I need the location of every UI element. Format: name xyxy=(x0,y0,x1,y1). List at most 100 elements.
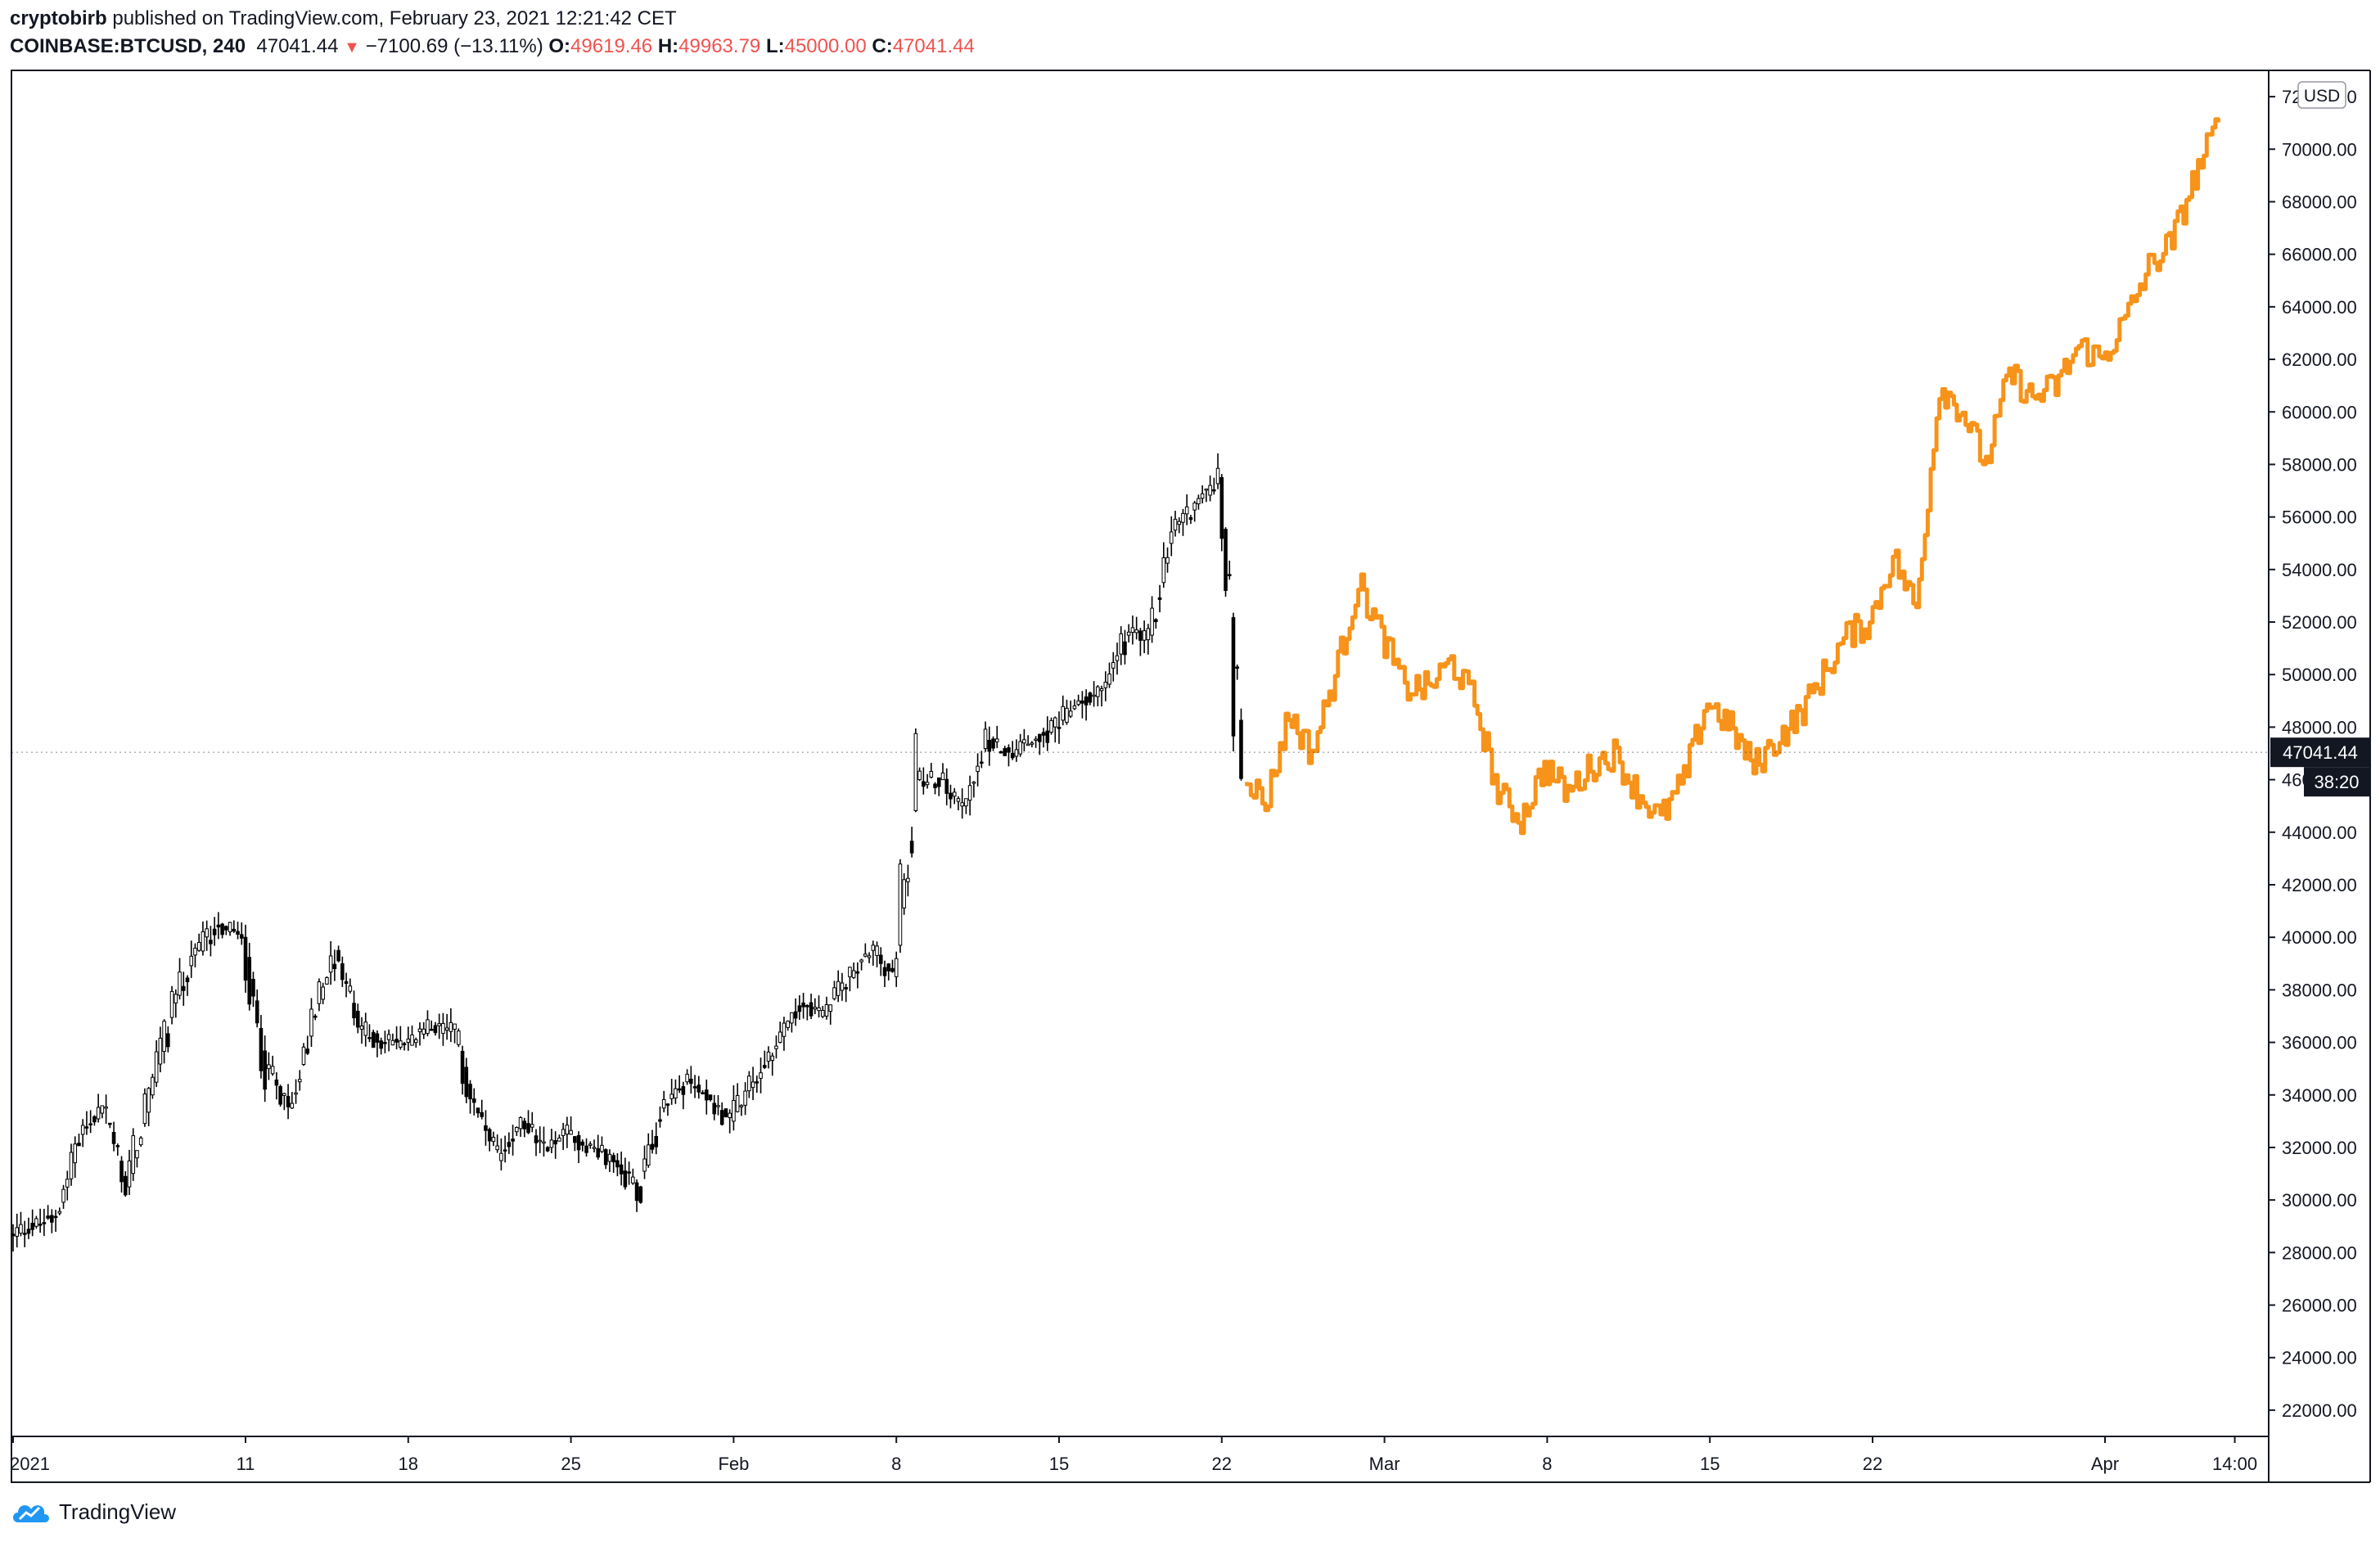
y-tick-label: 24000.00 xyxy=(2282,1348,2357,1368)
candle-body xyxy=(282,1093,286,1096)
candle-body xyxy=(991,738,995,749)
x-tick-label: 11 xyxy=(237,1454,255,1474)
candle-body xyxy=(359,1026,364,1030)
x-tick-label: Mar xyxy=(1369,1454,1400,1474)
candle-body xyxy=(1107,674,1111,685)
x-tick-label: Feb xyxy=(718,1454,749,1474)
candle-body xyxy=(944,778,949,794)
candle-body xyxy=(596,1147,601,1158)
candle-body xyxy=(1099,688,1104,692)
candle-body xyxy=(255,1000,259,1024)
candle-body xyxy=(840,982,845,991)
candle-body xyxy=(189,955,194,967)
y-tick-label: 60000.00 xyxy=(2282,402,2357,422)
candle-body xyxy=(1084,696,1089,706)
candle-body xyxy=(871,945,876,951)
candle-body xyxy=(88,1123,92,1125)
y-tick-label: 38000.00 xyxy=(2282,980,2357,1000)
candle-body xyxy=(542,1141,546,1144)
candle-body xyxy=(522,1120,527,1129)
candle-body xyxy=(480,1111,485,1117)
last-value: 47041.44 xyxy=(256,35,339,57)
candle-body xyxy=(762,1065,767,1068)
candle-body xyxy=(994,738,999,742)
candle-body xyxy=(557,1137,561,1142)
candle-body xyxy=(878,954,883,964)
x-tick-label: 8 xyxy=(1542,1454,1552,1474)
candle-body xyxy=(1111,661,1116,669)
candle-body xyxy=(902,879,906,909)
candle-body xyxy=(1088,692,1093,703)
x-tick-label: 14:00 xyxy=(2212,1454,2257,1474)
candle-body xyxy=(1188,516,1193,521)
candle-body xyxy=(417,1028,422,1033)
candle-body xyxy=(336,949,340,962)
candle-body xyxy=(886,963,891,972)
candle-body xyxy=(755,1081,760,1084)
candle-body xyxy=(11,1233,16,1237)
candle-body xyxy=(1010,753,1015,759)
candle-body xyxy=(689,1079,693,1084)
candle-body xyxy=(196,941,201,951)
candle-body xyxy=(929,770,934,778)
candle-body xyxy=(441,1023,445,1035)
x-tick-label: 22 xyxy=(1863,1454,1882,1474)
candle-body xyxy=(1231,617,1236,737)
candle-body xyxy=(61,1188,65,1203)
candle-body xyxy=(809,1002,814,1017)
candle-body xyxy=(1197,498,1201,505)
candle-body xyxy=(538,1139,543,1143)
candle-body xyxy=(402,1043,407,1046)
y-tick-label: 54000.00 xyxy=(2282,560,2357,580)
candle-body xyxy=(851,970,856,978)
price-axis[interactable]: 22000.00 24000.00 26000.00 28000.00 30000.00… xyxy=(2269,81,2357,1421)
candle-body xyxy=(813,1007,818,1010)
candle-body xyxy=(511,1138,515,1142)
candle-body xyxy=(732,1099,736,1122)
symbol-label[interactable]: COINBASE:BTCUSD, 240 xyxy=(10,35,246,57)
candle-body xyxy=(549,1139,554,1148)
y-tick-label: 58000.00 xyxy=(2282,454,2357,475)
candle-body xyxy=(26,1229,31,1234)
candle-body xyxy=(573,1136,577,1143)
candle-body xyxy=(956,798,961,802)
candle-body xyxy=(1184,506,1189,515)
y-tick-label: 34000.00 xyxy=(2282,1085,2357,1106)
countdown-tag xyxy=(2304,767,2370,797)
candle-body xyxy=(65,1179,70,1188)
candle-body xyxy=(34,1218,38,1227)
candle-body xyxy=(84,1126,89,1129)
candle-body xyxy=(468,1084,472,1100)
y-tick-label: 48000.00 xyxy=(2282,717,2357,737)
candle-body xyxy=(976,765,980,773)
time-axis[interactable]: 2021 11 18 25 Feb 8 15 22 Mar 8 15 22 Apr 14:00 xyxy=(10,1436,2257,1474)
author-name[interactable]: cryptobirb xyxy=(10,7,107,29)
candle-body xyxy=(15,1227,20,1237)
tradingview-branding[interactable]: TradingView xyxy=(10,1498,176,1526)
candle-body xyxy=(964,798,968,807)
candle-body xyxy=(216,924,221,928)
candle-body xyxy=(1123,641,1127,656)
candle-body xyxy=(421,1028,426,1035)
candle-body xyxy=(828,1004,833,1012)
candle-body xyxy=(464,1066,469,1098)
currency-badge[interactable]: USD xyxy=(2297,81,2346,109)
candle-body xyxy=(499,1152,503,1161)
candle-body xyxy=(92,1116,97,1123)
candle-body xyxy=(1130,627,1135,633)
candle-body xyxy=(638,1186,643,1203)
candle-body xyxy=(390,1039,395,1046)
candle-body xyxy=(426,1019,430,1035)
candle-body xyxy=(151,1076,155,1096)
candle-body xyxy=(460,1051,465,1084)
candle-body xyxy=(406,1039,411,1044)
candle-body xyxy=(728,1112,732,1119)
candle-body xyxy=(73,1143,78,1164)
candle-body xyxy=(759,1072,763,1079)
candle-body xyxy=(1045,730,1050,743)
candle-body xyxy=(491,1137,496,1143)
candle-body xyxy=(925,782,930,786)
candle-body xyxy=(1092,694,1096,697)
candle-body xyxy=(696,1084,701,1093)
